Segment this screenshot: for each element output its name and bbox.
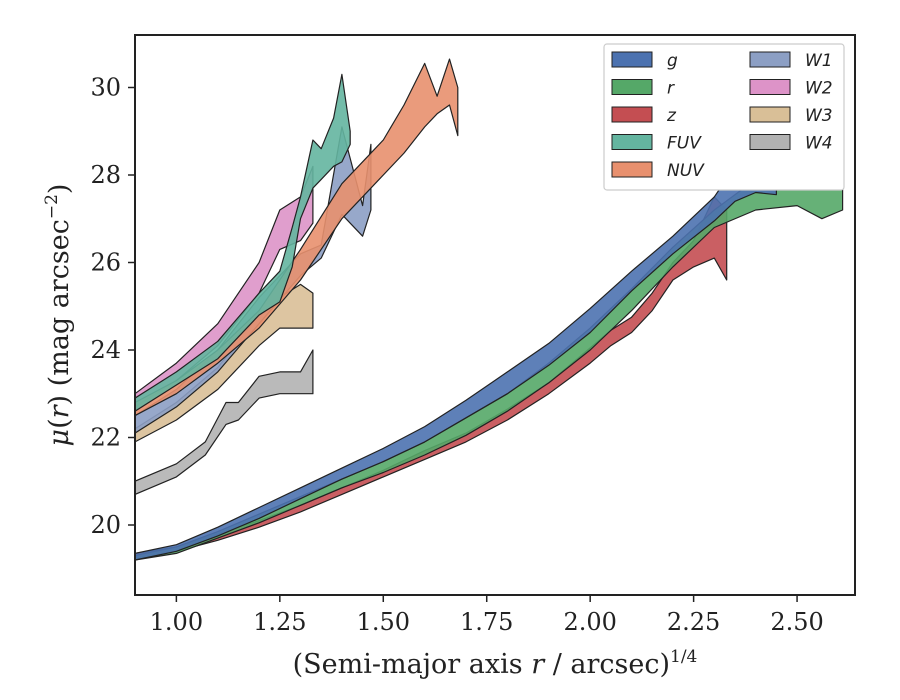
legend: grz FUV NUV W1 W2 W3 W4 <box>603 43 845 191</box>
x-tick-label: 1.00 <box>150 608 203 636</box>
plot-frame <box>134 34 856 596</box>
legend-label-w3: W3 <box>805 106 833 126</box>
legend-swatch-r <box>611 79 653 95</box>
y-axis-ticks: 20 22 24 26 28 30 <box>90 74 135 539</box>
legend-swatch-w1 <box>749 51 791 68</box>
legend-label-g: g <box>667 51 678 71</box>
legend-label-w2: W2 <box>805 79 833 99</box>
x-axis-ticks: 1.00 1.25 1.50 1.75 2.00 2.25 2.50 <box>150 595 824 636</box>
x-tick-label: 2.25 <box>667 608 720 636</box>
x-axis-label: (Semi-major axis r / arcsec)1/4 <box>293 647 698 680</box>
x-tick-label: 2.00 <box>563 608 616 636</box>
y-tick-label: 28 <box>90 161 121 189</box>
legend-label-r: r <box>667 79 675 99</box>
x-tick-label: 1.50 <box>357 608 410 636</box>
y-tick-label: 22 <box>90 424 121 452</box>
legend-label-z: z <box>666 106 677 126</box>
x-tick-label: 2.50 <box>770 608 823 636</box>
legend-label-w1: W1 <box>805 51 833 71</box>
y-tick-label: 24 <box>90 336 121 364</box>
legend-swatch-w4 <box>749 134 791 150</box>
y-tick-label: 20 <box>90 511 121 539</box>
y-tick-label: 26 <box>90 249 121 277</box>
legend-swatch-w3 <box>749 106 791 123</box>
y-tick-label: 30 <box>90 74 121 102</box>
y-axis-label: μ(r) (mag arcsec−2) <box>42 184 75 447</box>
x-tick-label: 1.75 <box>460 608 513 636</box>
legend-label-fuv: FUV <box>667 134 702 154</box>
legend-swatch-g <box>611 51 653 68</box>
legend-swatch-z <box>611 106 653 123</box>
legend-swatch-fuv <box>611 134 653 150</box>
legend-label-w4: W4 <box>805 134 833 154</box>
legend-label-nuv: NUV <box>667 161 705 181</box>
band-w4 <box>135 349 314 495</box>
band-fuv <box>135 73 351 412</box>
legend-swatch-w2 <box>749 79 791 95</box>
x-tick-label: 1.25 <box>253 608 306 636</box>
legend-swatch-nuv <box>611 161 653 178</box>
